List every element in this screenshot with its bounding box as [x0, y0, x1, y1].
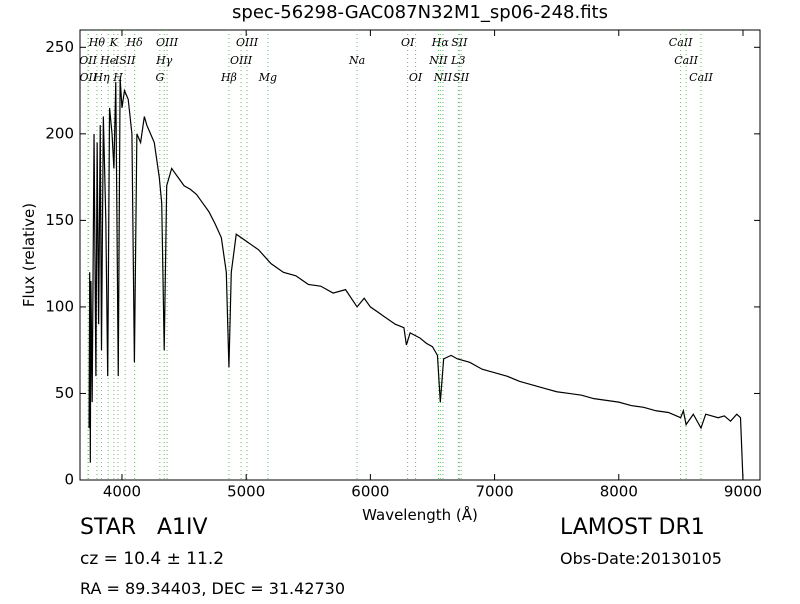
line-label: G	[155, 71, 164, 84]
line-label: H	[112, 71, 123, 84]
x-tick-label: 9000	[724, 483, 762, 501]
line-label: ISII	[114, 54, 136, 67]
obs-date: Obs-Date:20130105	[560, 549, 722, 568]
line-label: OIII	[236, 36, 259, 49]
line-label: Hδ	[126, 36, 144, 49]
line-label: OII	[79, 54, 97, 67]
line-label: OII	[79, 71, 97, 84]
line-label: NII	[428, 54, 448, 67]
line-label: Na	[348, 54, 365, 67]
line-label: CaII	[669, 36, 693, 49]
line-label: OIII	[230, 54, 253, 67]
y-axis-label: Flux (relative)	[20, 203, 38, 307]
line-label: Hθ	[88, 36, 106, 49]
line-label: Hη	[92, 71, 110, 84]
x-tick-label: 8000	[600, 483, 638, 501]
line-label: CaII	[674, 54, 698, 67]
line-label: Hα	[431, 36, 450, 49]
x-tick-label: 7000	[475, 483, 513, 501]
plot-frame	[79, 29, 761, 481]
x-tick-label: 4000	[103, 483, 141, 501]
y-tick-label: 250	[45, 38, 74, 56]
x-axis-label: Wavelength (Å)	[362, 505, 478, 524]
object-type: STAR	[80, 515, 136, 540]
line-label: NII	[433, 71, 453, 84]
spectrum-line	[88, 78, 744, 481]
chart-title: spec-56298-GAC087N32M1_sp06-248.fits	[232, 2, 608, 23]
line-label: He	[99, 54, 117, 67]
line-label: L3	[450, 54, 465, 67]
y-tick-label: 0	[64, 471, 74, 489]
x-tick-label: 6000	[351, 483, 389, 501]
line-label: K	[109, 36, 119, 49]
y-tick-label: 150	[45, 211, 74, 229]
y-tick-label: 100	[45, 297, 74, 315]
line-label: CaII	[689, 71, 713, 84]
line-label: SII	[453, 71, 470, 84]
x-tick-label: 5000	[227, 483, 265, 501]
redshift: cz = 10.4 ± 11.2	[80, 549, 224, 569]
line-label: Mg	[258, 71, 277, 84]
line-label: OIII	[156, 36, 179, 49]
line-label: SII	[451, 36, 468, 49]
line-label: Hγ	[155, 54, 173, 67]
line-label: OI	[409, 71, 423, 84]
line-label: OI	[401, 36, 415, 49]
subclass: A1IV	[157, 515, 208, 540]
line-label: Hβ	[220, 71, 237, 84]
y-tick-label: 50	[55, 384, 74, 402]
coordinates: RA = 89.34403, DEC = 31.42730	[80, 579, 345, 598]
y-tick-label: 200	[45, 124, 74, 142]
survey: LAMOST DR1	[560, 515, 705, 540]
